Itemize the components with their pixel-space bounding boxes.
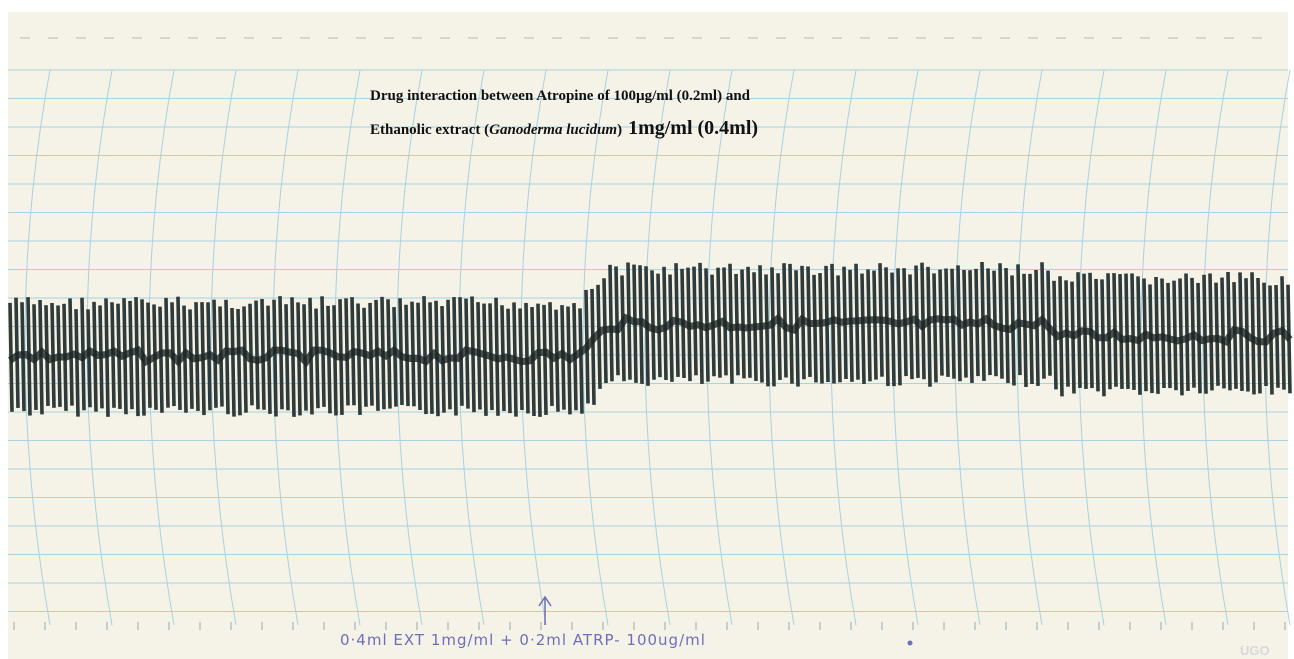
trace-stroke bbox=[928, 267, 930, 387]
title-line-1: Drug interaction between Atropine of 100… bbox=[370, 88, 751, 104]
trace-stroke bbox=[766, 274, 768, 386]
trace-stroke bbox=[1162, 279, 1164, 389]
trace-stroke bbox=[1120, 274, 1122, 389]
trace-stroke bbox=[424, 296, 426, 414]
trace-stroke bbox=[148, 303, 150, 408]
trace-stroke bbox=[1132, 273, 1134, 390]
trace-stroke bbox=[658, 274, 660, 378]
trace-stroke bbox=[1258, 278, 1260, 393]
trace-stroke bbox=[742, 270, 744, 379]
trace-stroke bbox=[160, 307, 162, 413]
trace-stroke bbox=[748, 267, 750, 378]
trace-stroke bbox=[1264, 283, 1266, 386]
trace-stroke bbox=[358, 304, 360, 415]
trace-stroke bbox=[1216, 283, 1218, 386]
trace-stroke bbox=[868, 269, 870, 381]
trace-stroke bbox=[1030, 274, 1032, 384]
trace-stroke bbox=[910, 274, 912, 379]
trace-stroke bbox=[484, 304, 486, 416]
trace-stroke bbox=[1186, 273, 1188, 390]
trace-stroke bbox=[544, 305, 546, 415]
trace-stroke bbox=[670, 275, 672, 382]
trace-stroke bbox=[610, 265, 612, 382]
title-suffix: ) bbox=[617, 122, 622, 138]
title-prefix: Ethanolic extract ( bbox=[370, 122, 489, 138]
trace-stroke bbox=[838, 275, 840, 382]
annotation: 0·4ml EXT 1mg/ml + 0·2ml ATRP- 100ug/ml bbox=[340, 631, 706, 649]
trace-stroke bbox=[1252, 272, 1254, 394]
trace-stroke bbox=[274, 300, 276, 417]
trace-stroke bbox=[244, 306, 246, 412]
trace-stroke bbox=[88, 309, 90, 407]
trace-stroke bbox=[874, 271, 876, 380]
trace-stroke bbox=[334, 305, 336, 415]
trace-stroke bbox=[1174, 281, 1176, 391]
trace-stroke bbox=[538, 304, 540, 417]
trace-stroke bbox=[892, 273, 894, 387]
title-dose: 1mg/ml (0.4ml) bbox=[628, 117, 758, 139]
trace-stroke bbox=[286, 304, 288, 410]
trace-stroke bbox=[616, 266, 618, 375]
trace-stroke bbox=[238, 309, 240, 415]
trace-stroke bbox=[292, 297, 294, 417]
trace-stroke bbox=[814, 275, 816, 383]
trace-stroke bbox=[1000, 263, 1002, 378]
trace-stroke bbox=[580, 308, 582, 413]
trace-stroke bbox=[934, 273, 936, 382]
trace-stroke bbox=[226, 300, 228, 414]
trace-stroke bbox=[316, 309, 318, 409]
title-species: Ganoderma lucidum bbox=[489, 122, 617, 138]
trace-stroke bbox=[790, 264, 792, 384]
trace-stroke bbox=[1204, 275, 1206, 394]
trace-stroke bbox=[952, 269, 954, 379]
trace-stroke bbox=[886, 267, 888, 386]
trace-stroke bbox=[328, 306, 330, 413]
trace-stroke bbox=[850, 270, 852, 382]
trace-stroke bbox=[76, 309, 78, 416]
trace-stroke bbox=[1276, 285, 1278, 388]
trace-stroke bbox=[778, 273, 780, 380]
trace-stroke bbox=[256, 301, 258, 410]
trace-stroke bbox=[1222, 278, 1224, 389]
trace-stroke bbox=[262, 299, 264, 410]
trace-stroke bbox=[970, 270, 972, 383]
trace-stroke bbox=[136, 297, 138, 416]
trace-stroke bbox=[412, 302, 414, 407]
trace-stroke bbox=[862, 274, 864, 384]
watermark: UGO bbox=[1240, 643, 1270, 658]
trace-stroke bbox=[820, 273, 822, 383]
trace-stroke bbox=[394, 307, 396, 407]
trace-stroke bbox=[1126, 274, 1128, 389]
trace-stroke bbox=[592, 289, 594, 405]
trace-stroke bbox=[178, 297, 180, 410]
ink-dot bbox=[908, 641, 913, 646]
trace-stroke bbox=[1024, 274, 1026, 387]
recording-page: Drug interaction between Atropine of 100… bbox=[0, 0, 1294, 659]
trace-stroke bbox=[1210, 273, 1212, 390]
trace-stroke bbox=[694, 267, 696, 376]
trace-stroke bbox=[232, 308, 234, 417]
